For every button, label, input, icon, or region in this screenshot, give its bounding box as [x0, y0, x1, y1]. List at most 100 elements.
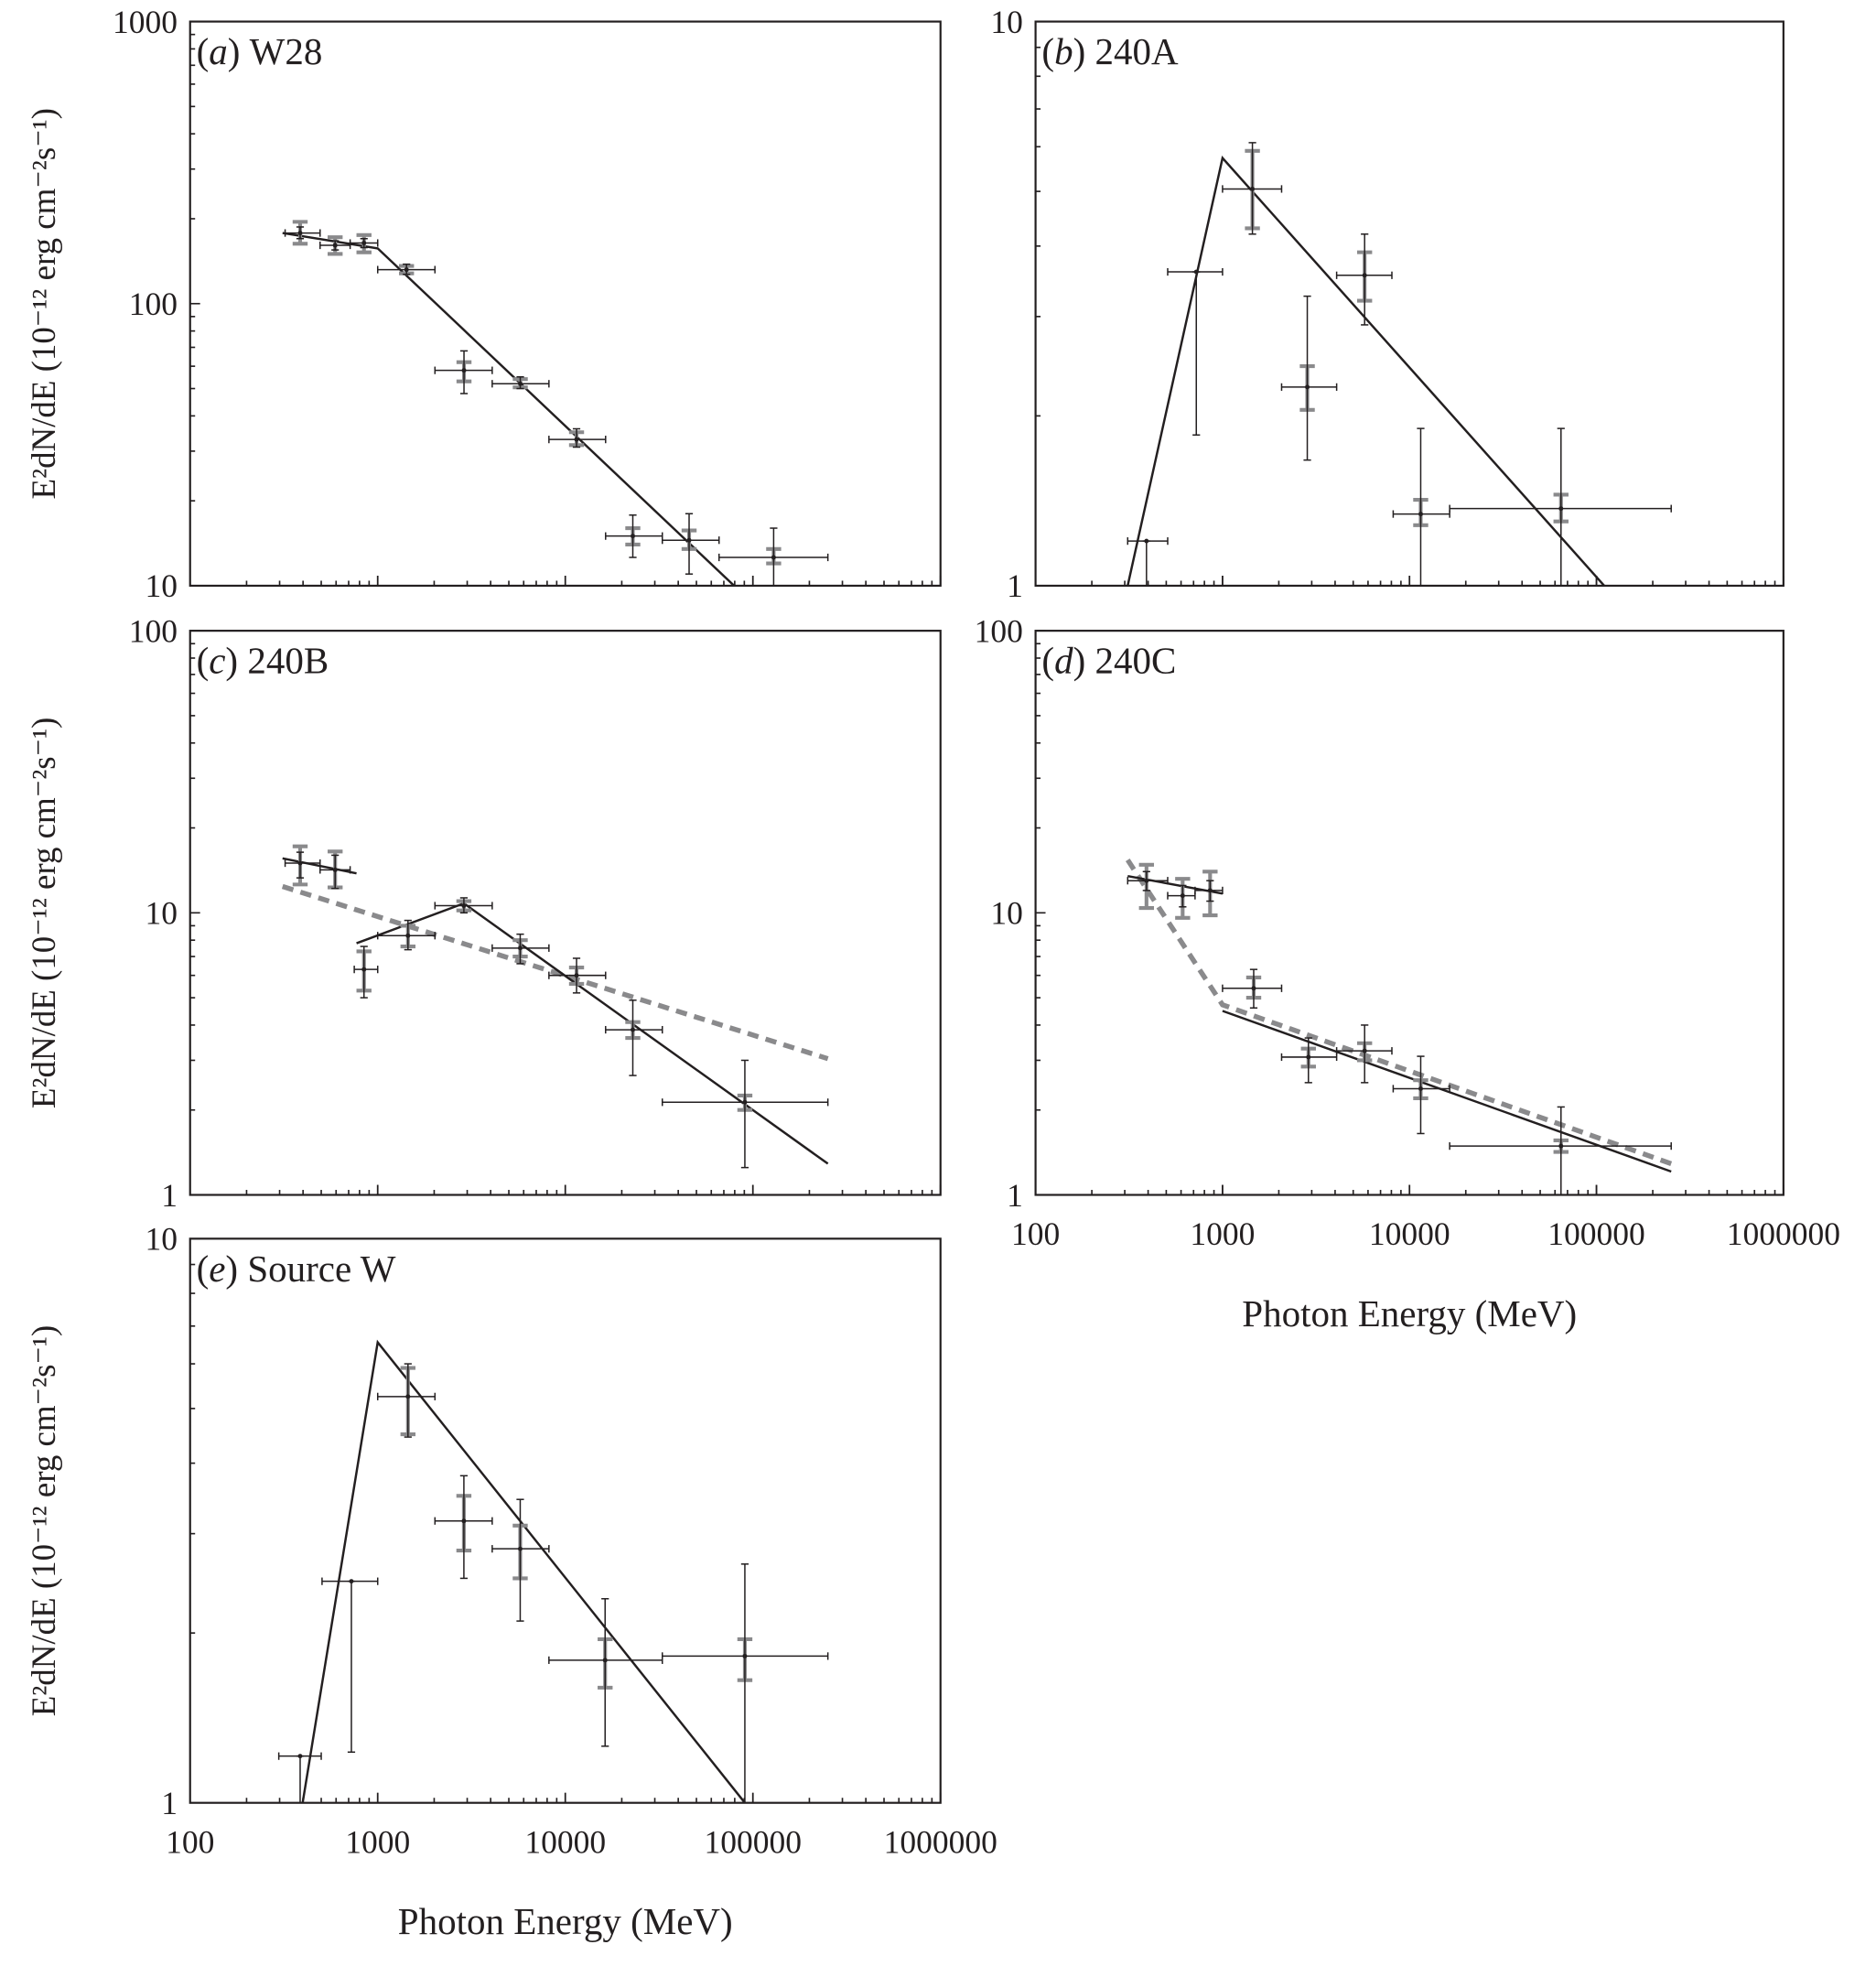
data-point	[434, 1475, 493, 1580]
data-marker	[405, 1394, 411, 1399]
data-marker	[405, 933, 411, 938]
data-point	[1280, 295, 1338, 461]
data-point	[349, 232, 379, 254]
data-marker	[1418, 512, 1423, 517]
data-marker	[297, 1754, 303, 1759]
data-marker	[631, 1027, 635, 1032]
y-tick-label: 10	[146, 1221, 178, 1258]
panel-label-paren: )	[225, 1248, 247, 1290]
alt-model-line	[281, 883, 829, 1062]
data-point	[376, 263, 437, 275]
data-marker	[1193, 269, 1199, 275]
data-marker	[602, 1658, 608, 1663]
data-marker	[461, 903, 467, 908]
y-tick-label: 10	[146, 895, 178, 932]
x-tick-label: 10000	[524, 1823, 606, 1860]
data-point	[1280, 1037, 1338, 1084]
data-point	[319, 849, 351, 890]
data-marker	[361, 967, 367, 972]
data-point	[376, 1363, 437, 1438]
y-tick-label: 1000	[113, 4, 178, 40]
data-marker	[518, 945, 523, 951]
data-marker	[1306, 1054, 1311, 1060]
x-tick-label: 1000000	[884, 1823, 997, 1860]
data-marker	[332, 867, 338, 872]
y-tick-label: 1	[161, 1177, 178, 1214]
x-tick-label: 1000	[345, 1823, 410, 1860]
data-marker	[1251, 986, 1256, 991]
panel-label: (e) Source W	[197, 1248, 396, 1290]
panel-label-paren: (	[197, 1248, 210, 1290]
data-marker	[1558, 1143, 1564, 1149]
data-point	[548, 957, 607, 994]
y-axis-label: E²dN/dE (10⁻¹² erg cm⁻²s⁻¹)	[25, 718, 63, 1109]
panel-letter: e	[209, 1248, 225, 1290]
panel-label: (d) 240C	[1041, 640, 1176, 682]
data-point	[353, 945, 379, 999]
panel-label-paren: (	[197, 30, 210, 72]
data-marker	[742, 1653, 748, 1658]
x-tick-label: 10000	[1369, 1215, 1450, 1252]
panel-letter: b	[1054, 30, 1073, 72]
panel-label: (c) 240B	[197, 640, 329, 682]
data-point	[1449, 1106, 1672, 1196]
data-marker	[574, 973, 579, 978]
data-marker	[631, 534, 635, 539]
data-point	[548, 427, 607, 448]
data-marker	[297, 860, 303, 866]
data-marker	[686, 537, 692, 543]
data-marker	[361, 241, 367, 245]
panel-label-paren: )	[225, 640, 247, 682]
panel-label-paren: (	[1041, 30, 1054, 72]
y-tick-label: 1	[1007, 567, 1023, 604]
data-marker	[332, 243, 338, 248]
alt-model-line	[1125, 859, 1673, 1166]
model-line	[1222, 1010, 1672, 1173]
data-marker	[1362, 273, 1367, 278]
data-point	[1167, 267, 1224, 437]
data-marker	[404, 267, 409, 273]
data-point	[284, 220, 321, 246]
data-point	[1167, 877, 1196, 920]
plot-frame	[189, 1237, 942, 1804]
x-tick-label: 100000	[704, 1823, 802, 1860]
data-marker	[1144, 538, 1149, 544]
data-point	[1335, 1024, 1393, 1084]
panel-label-paren: (	[197, 640, 210, 682]
data-marker	[1362, 1048, 1367, 1053]
panel-source-name: 240A	[1094, 30, 1179, 72]
y-tick-label: 100	[975, 612, 1023, 649]
panel-e: 1 10 100 1000 10000 100000 1000000 Photon Energ…	[25, 1221, 997, 1943]
panel-source-name: Source W	[247, 1248, 395, 1290]
data-point	[434, 897, 493, 914]
data-point	[662, 1059, 829, 1169]
x-axis-label: Photon Energy (MeV)	[398, 1900, 733, 1942]
data-point	[1127, 862, 1169, 911]
data-marker	[1250, 186, 1256, 191]
plot-frame	[189, 630, 942, 1196]
panel-letter: a	[209, 30, 228, 72]
data-point	[277, 1752, 322, 1804]
model-line	[1127, 156, 1605, 587]
data-marker	[574, 437, 579, 442]
y-axis-label: E²dN/dE (10⁻¹² erg cm⁻²s⁻¹)	[25, 1325, 63, 1717]
data-marker	[461, 1518, 467, 1524]
data-point	[1127, 537, 1169, 587]
data-point	[605, 999, 663, 1076]
y-tick-label: 10	[990, 4, 1023, 40]
data-point	[1222, 968, 1283, 1010]
panel-source-name: 240C	[1094, 640, 1176, 682]
y-tick-label: 10	[990, 895, 1023, 932]
panel-source-name: 240B	[247, 640, 329, 682]
panel-d: 1 10 100 100 1000 10000 100000 1000000 Photon En…	[975, 612, 1840, 1334]
data-marker	[742, 1099, 748, 1105]
panel-label: (a) W28	[197, 30, 323, 72]
data-point	[1222, 142, 1283, 235]
plot-frame	[1034, 20, 1784, 588]
data-marker	[1207, 888, 1213, 893]
plot-frame	[1034, 630, 1784, 1196]
data-point	[491, 933, 550, 965]
data-point	[491, 1498, 550, 1622]
x-tick-label: 1000000	[1727, 1215, 1840, 1252]
